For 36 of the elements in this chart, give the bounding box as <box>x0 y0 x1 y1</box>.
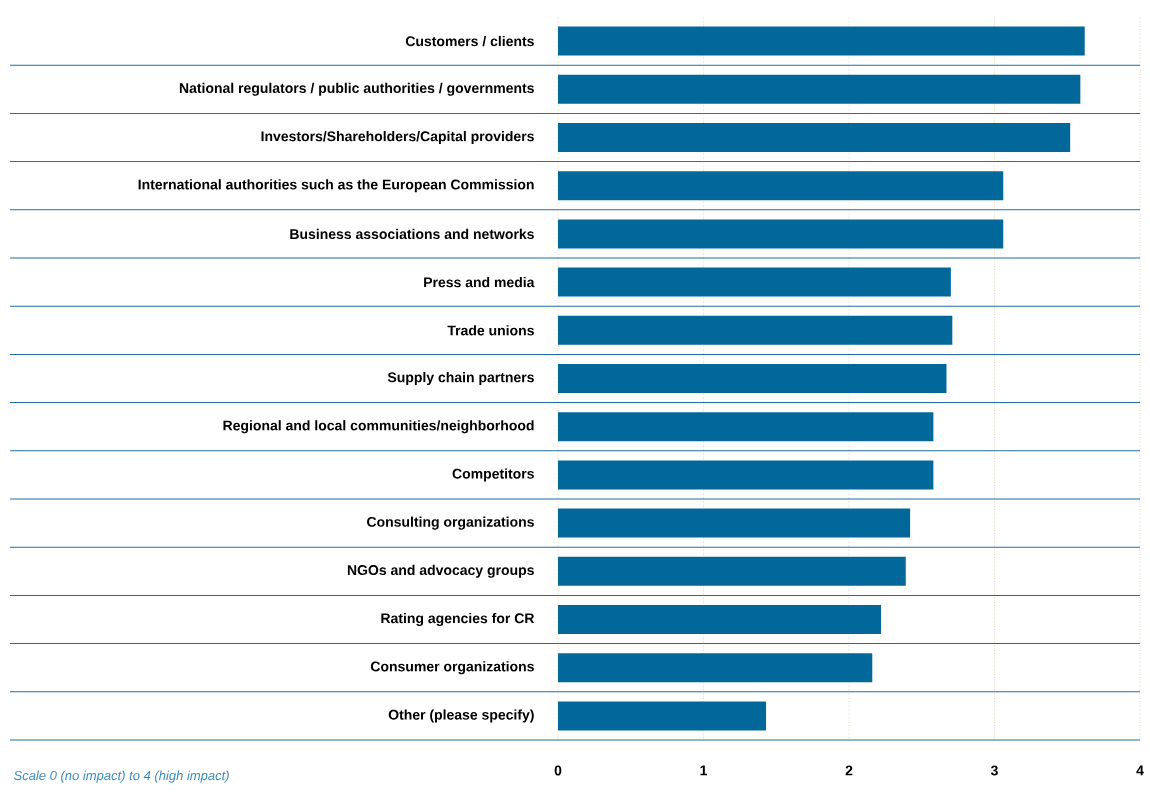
y-tick-label: Other (please specify) <box>388 709 534 723</box>
bar <box>558 412 934 442</box>
bar <box>558 74 1081 104</box>
y-tick-label: Customers / clients <box>405 35 534 47</box>
y-tick-label: Business associations and networks <box>290 228 534 240</box>
bar <box>558 460 934 490</box>
y-tick-label: National regulators / public authorities / governments <box>179 82 534 96</box>
y-tick-label: Competitors <box>452 468 534 482</box>
y-tick-label: Consumer organizations <box>370 661 534 675</box>
y-tick-label: Consulting organizations <box>367 516 534 530</box>
bar <box>558 653 873 683</box>
y-tick-label: NGOs and advocacy groups <box>347 564 534 578</box>
y-tick-label: Trade unions <box>447 325 534 336</box>
y-tick-label: Investors/Shareholders/Capital providers <box>261 130 534 145</box>
x-tick-label: 4 <box>1136 765 1144 776</box>
y-tick-label: Supply chain partners <box>387 371 534 386</box>
bar <box>558 701 767 731</box>
bar <box>558 605 882 635</box>
bar <box>558 26 1085 56</box>
y-tick-label: International authorities such as the European Commission <box>138 179 534 193</box>
x-tick-label: 0 <box>554 765 562 776</box>
x-tick-label: 2 <box>845 765 853 776</box>
x-tick-label: 1 <box>700 765 708 776</box>
bar <box>558 508 911 538</box>
y-tick-label: Rating agencies for CR <box>381 612 535 627</box>
bar <box>558 556 906 586</box>
bar <box>558 364 947 393</box>
x-tick-label: 3 <box>990 765 998 776</box>
bar <box>558 171 1004 201</box>
bar <box>558 267 951 297</box>
bar <box>558 123 1071 152</box>
y-tick-label: Press and media <box>424 276 535 288</box>
text: Scale 0 (no impact) to 4 (high impact) <box>13 770 229 783</box>
y-tick-label: Regional and local communities/neighborhood <box>223 420 534 434</box>
bar <box>558 219 1004 249</box>
bar <box>558 315 953 345</box>
